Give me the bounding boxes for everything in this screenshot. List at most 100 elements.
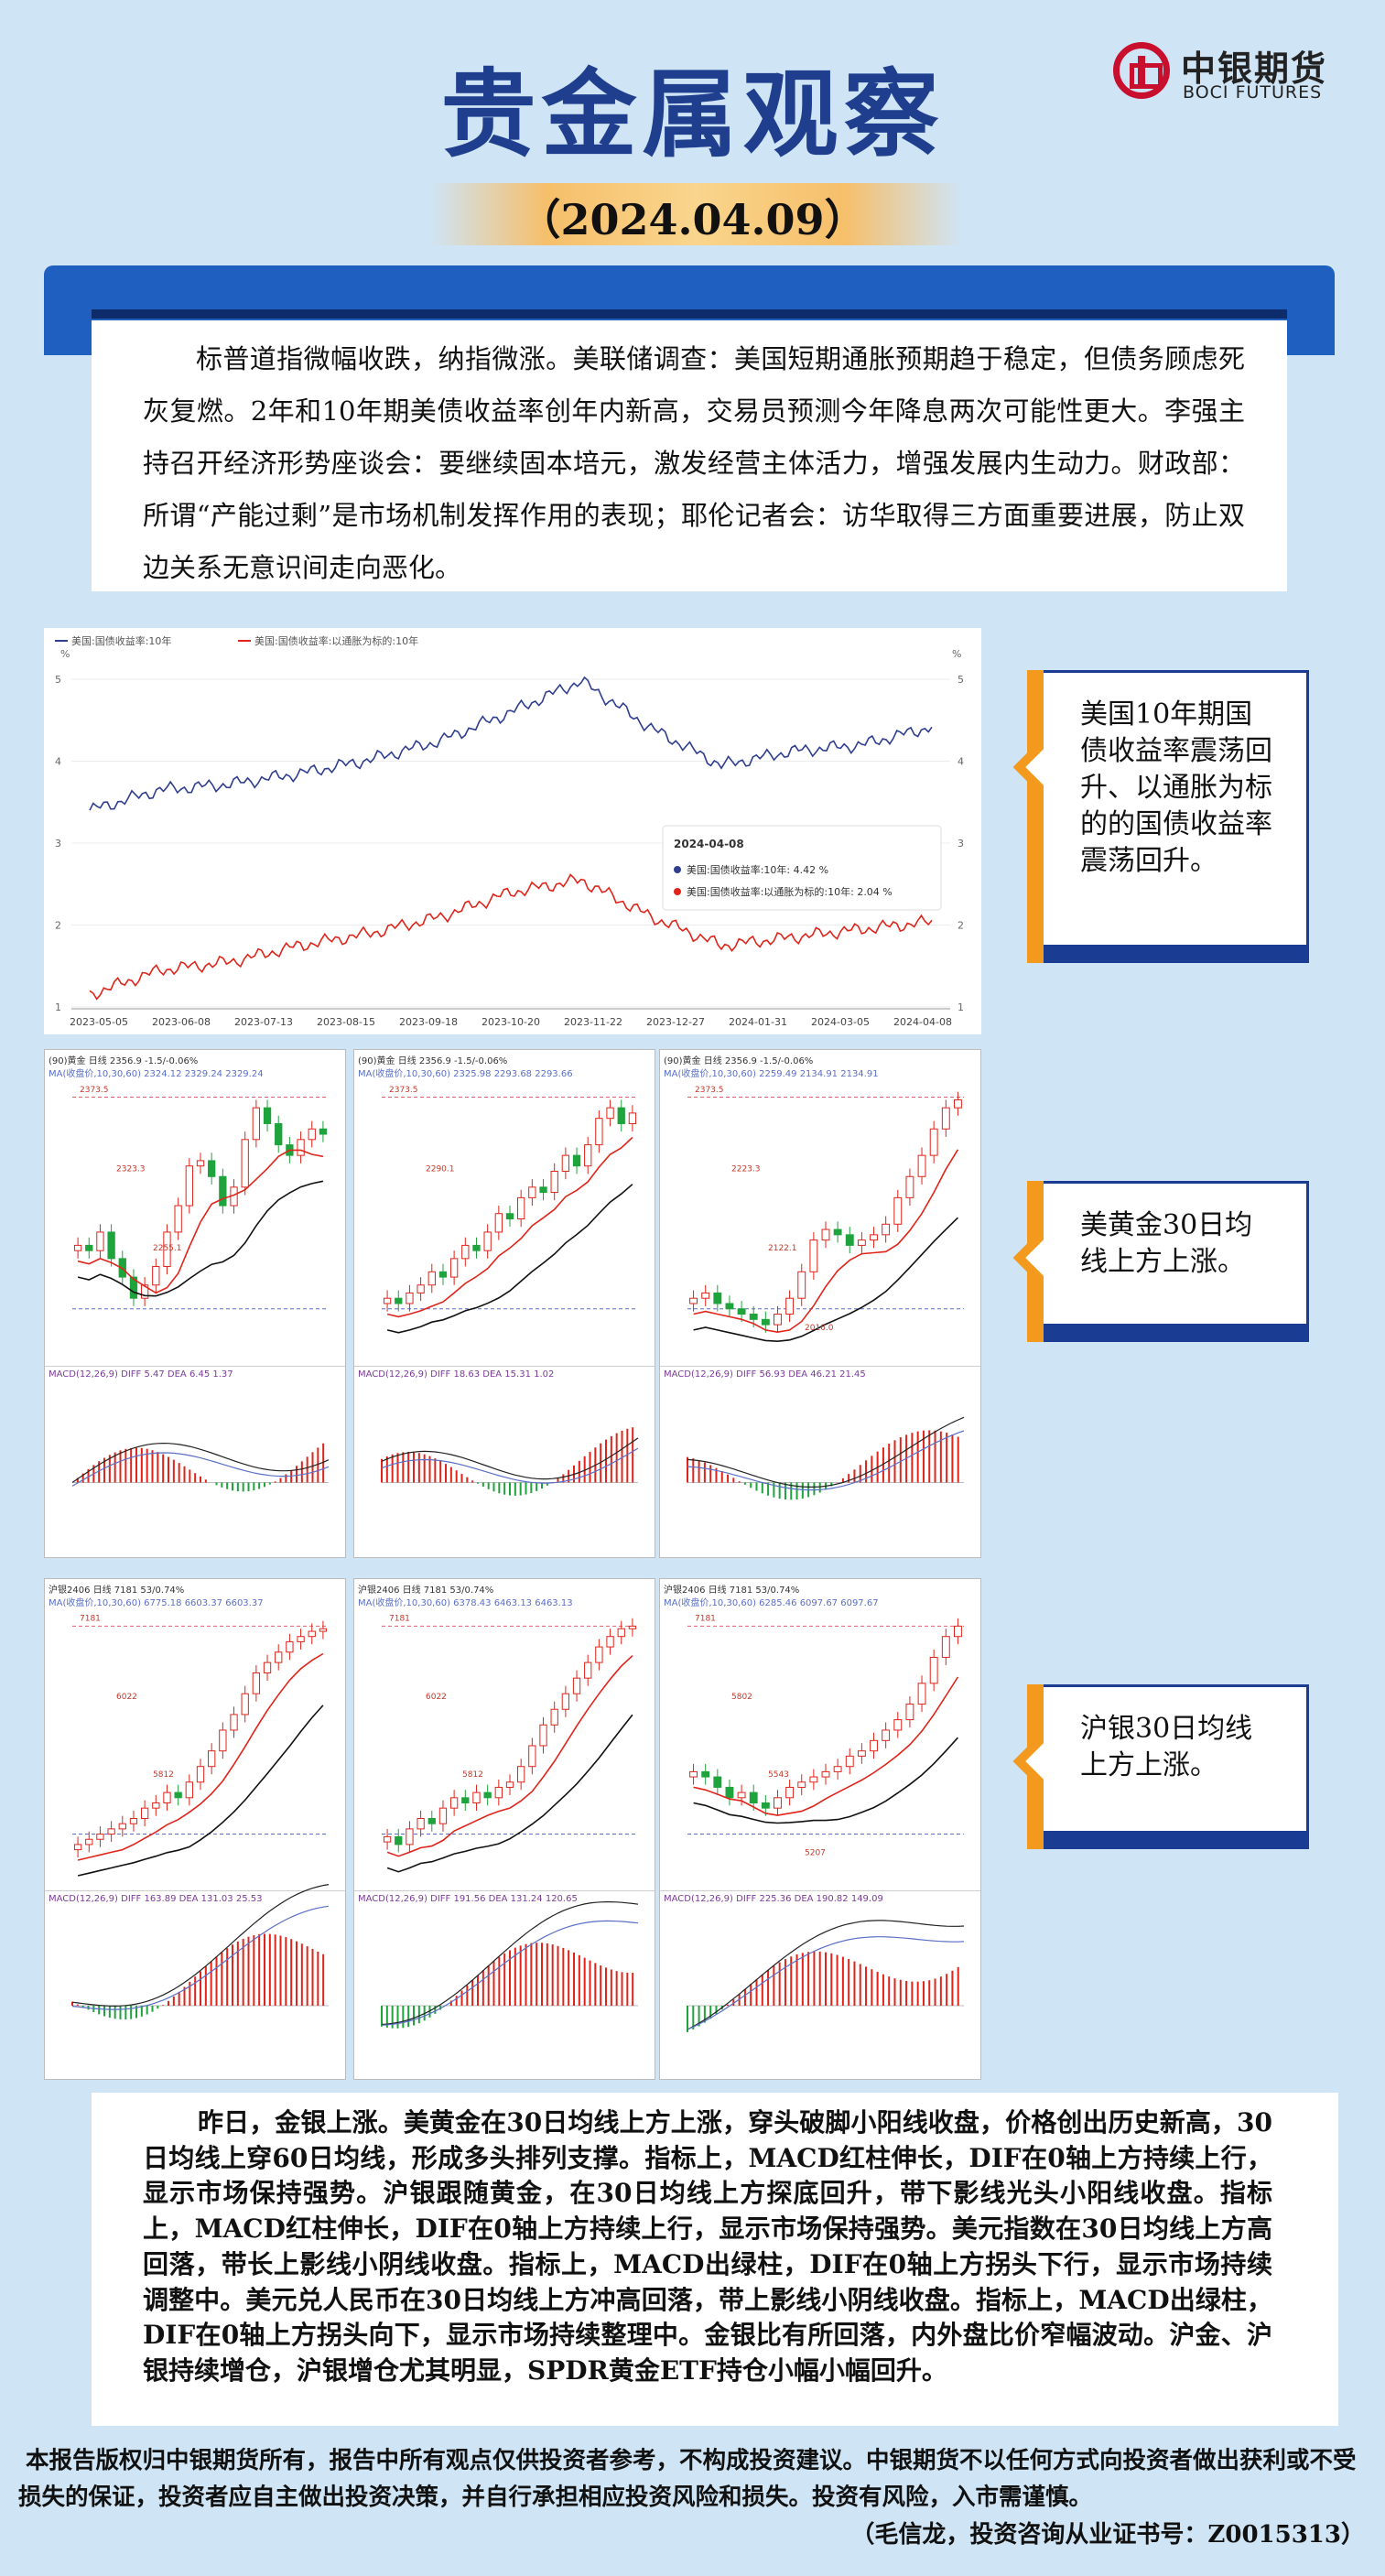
y-tick-label: 4 [958, 756, 964, 768]
y-tick-label: 1 [55, 1001, 61, 1013]
dif-line [687, 1920, 965, 2030]
dif-line [71, 1442, 330, 1483]
candle-body [275, 1122, 283, 1146]
news-summary: 标普道指微幅收跌，纳指微涨。美联储调查：美国短期通胀预期趋于稳定，但债务顾虑死灰… [92, 320, 1287, 591]
candle-body [517, 1196, 525, 1220]
dif-line [381, 1901, 639, 2026]
price-label: 5543 [768, 1770, 789, 1780]
candle-body [628, 1112, 637, 1124]
candle-body [550, 1170, 558, 1194]
candle-body [163, 1791, 171, 1803]
candle-body [905, 1175, 914, 1198]
candle-body [821, 1770, 830, 1778]
candle-body [140, 1807, 149, 1820]
candle-body [494, 1213, 503, 1233]
candle-body [241, 1693, 249, 1716]
price-label: 7181 [80, 1615, 101, 1624]
blue-band-right [1287, 302, 1335, 355]
panel-ma-readout: MA(收盘价,10,30,60) 6378.43 6463.13 6463.13 [358, 1598, 573, 1608]
price-label: 2323.3 [116, 1164, 146, 1174]
panel-ma-readout: MA(收盘价,10,30,60) 6285.46 6097.67 6097.67 [664, 1598, 879, 1608]
kline-svg: 2373.5 2323.3 2255.1 [71, 1086, 330, 1492]
candle-body [595, 1118, 603, 1146]
candle-body [774, 1797, 782, 1809]
tooltip-date: 2024-04-08 [674, 838, 744, 850]
candle-body [427, 1818, 436, 1824]
candle-body [584, 1144, 592, 1167]
candle-body [308, 1128, 316, 1141]
candle-body [857, 1239, 866, 1246]
panel-separator [354, 1890, 655, 1891]
candle-body [308, 1630, 316, 1638]
chart-tooltip: 2024-04-08 美国:国债收益率:10年: 4.42 % 美国:国债收益率:以… [662, 825, 942, 911]
candle-body [953, 1099, 962, 1109]
x-tick-label: 2023-09-18 [399, 1016, 458, 1028]
price-label: 5812 [153, 1770, 174, 1780]
x-tick-label: 2023-11-22 [564, 1016, 622, 1028]
panel-separator [45, 1366, 345, 1367]
price-label: 7181 [389, 1615, 410, 1624]
callout-gold-text: 美黄金30日均线上方上涨。 [1044, 1181, 1309, 1324]
candle-body [572, 1677, 581, 1694]
candle-body [561, 1154, 570, 1172]
candle-body [749, 1314, 758, 1320]
ma60-line [77, 1705, 324, 1877]
panel-header: (90)黄金 日线 2356.9 -1.5/-0.06% [664, 1056, 814, 1066]
kline-svg: 7181 6022 5812 [381, 1615, 639, 2029]
y-tick-label: 3 [55, 838, 61, 850]
price-label: 2373.5 [389, 1086, 418, 1095]
report-date: （2024.04.09） [518, 195, 867, 244]
dea-line [71, 1452, 330, 1487]
market-analysis: 昨日，金银上涨。美黄金在30日均线上方上涨，穿头破脚小阳线收盘，价格创出历史新高… [92, 2093, 1338, 2426]
candle-body [882, 1729, 891, 1741]
candle-body [118, 1823, 126, 1830]
y-tick-label: 4 [55, 756, 61, 768]
price-label: 2122.1 [768, 1244, 797, 1253]
candle-body [174, 1205, 182, 1233]
ma60-line [386, 1714, 633, 1873]
candle-body [140, 1284, 149, 1299]
panel-separator [660, 1366, 980, 1367]
dif-line [687, 1416, 965, 1488]
candle-body [449, 1797, 459, 1809]
dea-line [687, 1430, 965, 1491]
x-tick-label: 2023-07-13 [234, 1016, 293, 1028]
panel-ma-readout: MA(收盘价,10,30,60) 2324.12 2329.24 2329.24 [49, 1069, 264, 1079]
candle-body [319, 1128, 328, 1135]
candle-body [152, 1802, 160, 1809]
candle-body [833, 1228, 842, 1236]
panel-macd-readout: MACD(12,26,9) DIFF 56.93 DEA 46.21 21.45 [664, 1369, 866, 1380]
candle-body [606, 1107, 614, 1120]
ma60-line [386, 1184, 633, 1334]
y-tick-label: 5 [55, 674, 61, 686]
candle-body [208, 1750, 216, 1768]
panel-header: 沪银2406 日线 7181 53/0.74% [49, 1586, 185, 1596]
company-logo: 中银期货 BOCI FUTURES [1113, 37, 1333, 110]
candle-body [107, 1828, 115, 1835]
candle-body [617, 1107, 625, 1124]
candle-body [857, 1750, 866, 1757]
candle-body [701, 1770, 710, 1778]
panel-ma-readout: MA(收盘价,10,30,60) 6775.18 6603.37 6603.37 [49, 1598, 264, 1608]
candle-body [483, 1791, 492, 1799]
dea-line [687, 1936, 965, 2030]
kline-svg: 7181 6022 5812 [71, 1615, 330, 2020]
candle-body [472, 1791, 481, 1803]
candle-body [185, 1165, 193, 1207]
candle-body [505, 1213, 514, 1220]
page-title: 贵金属观察 [440, 59, 945, 170]
candle-body [185, 1781, 193, 1799]
candle-body [297, 1636, 305, 1642]
legend-label: 美国:国债收益率:以通胀为标的:10年 [254, 634, 418, 647]
x-tick-label: 2024-01-31 [729, 1016, 787, 1028]
candle-body [417, 1284, 425, 1293]
callout-yield-text: 美国10年期国债收益率震荡回升、以通胀为标的的国债收益率震荡回升。 [1044, 670, 1309, 945]
x-tick-label: 2023-12-27 [646, 1016, 705, 1028]
kline-panel: 沪银2406 日线 7181 53/0.74% MA(收盘价,10,30,60) … [44, 1578, 346, 2080]
tooltip-dot [674, 888, 681, 895]
ma60-line [693, 1217, 958, 1343]
panel-header: (90)黄金 日线 2356.9 -1.5/-0.06% [358, 1056, 508, 1066]
kline-svg: 2373.5 2223.3 2122.1 2016.0 [687, 1086, 965, 1500]
legend-label: 美国:国债收益率:10年 [71, 634, 171, 647]
x-tick-label: 2024-03-05 [811, 1016, 870, 1028]
